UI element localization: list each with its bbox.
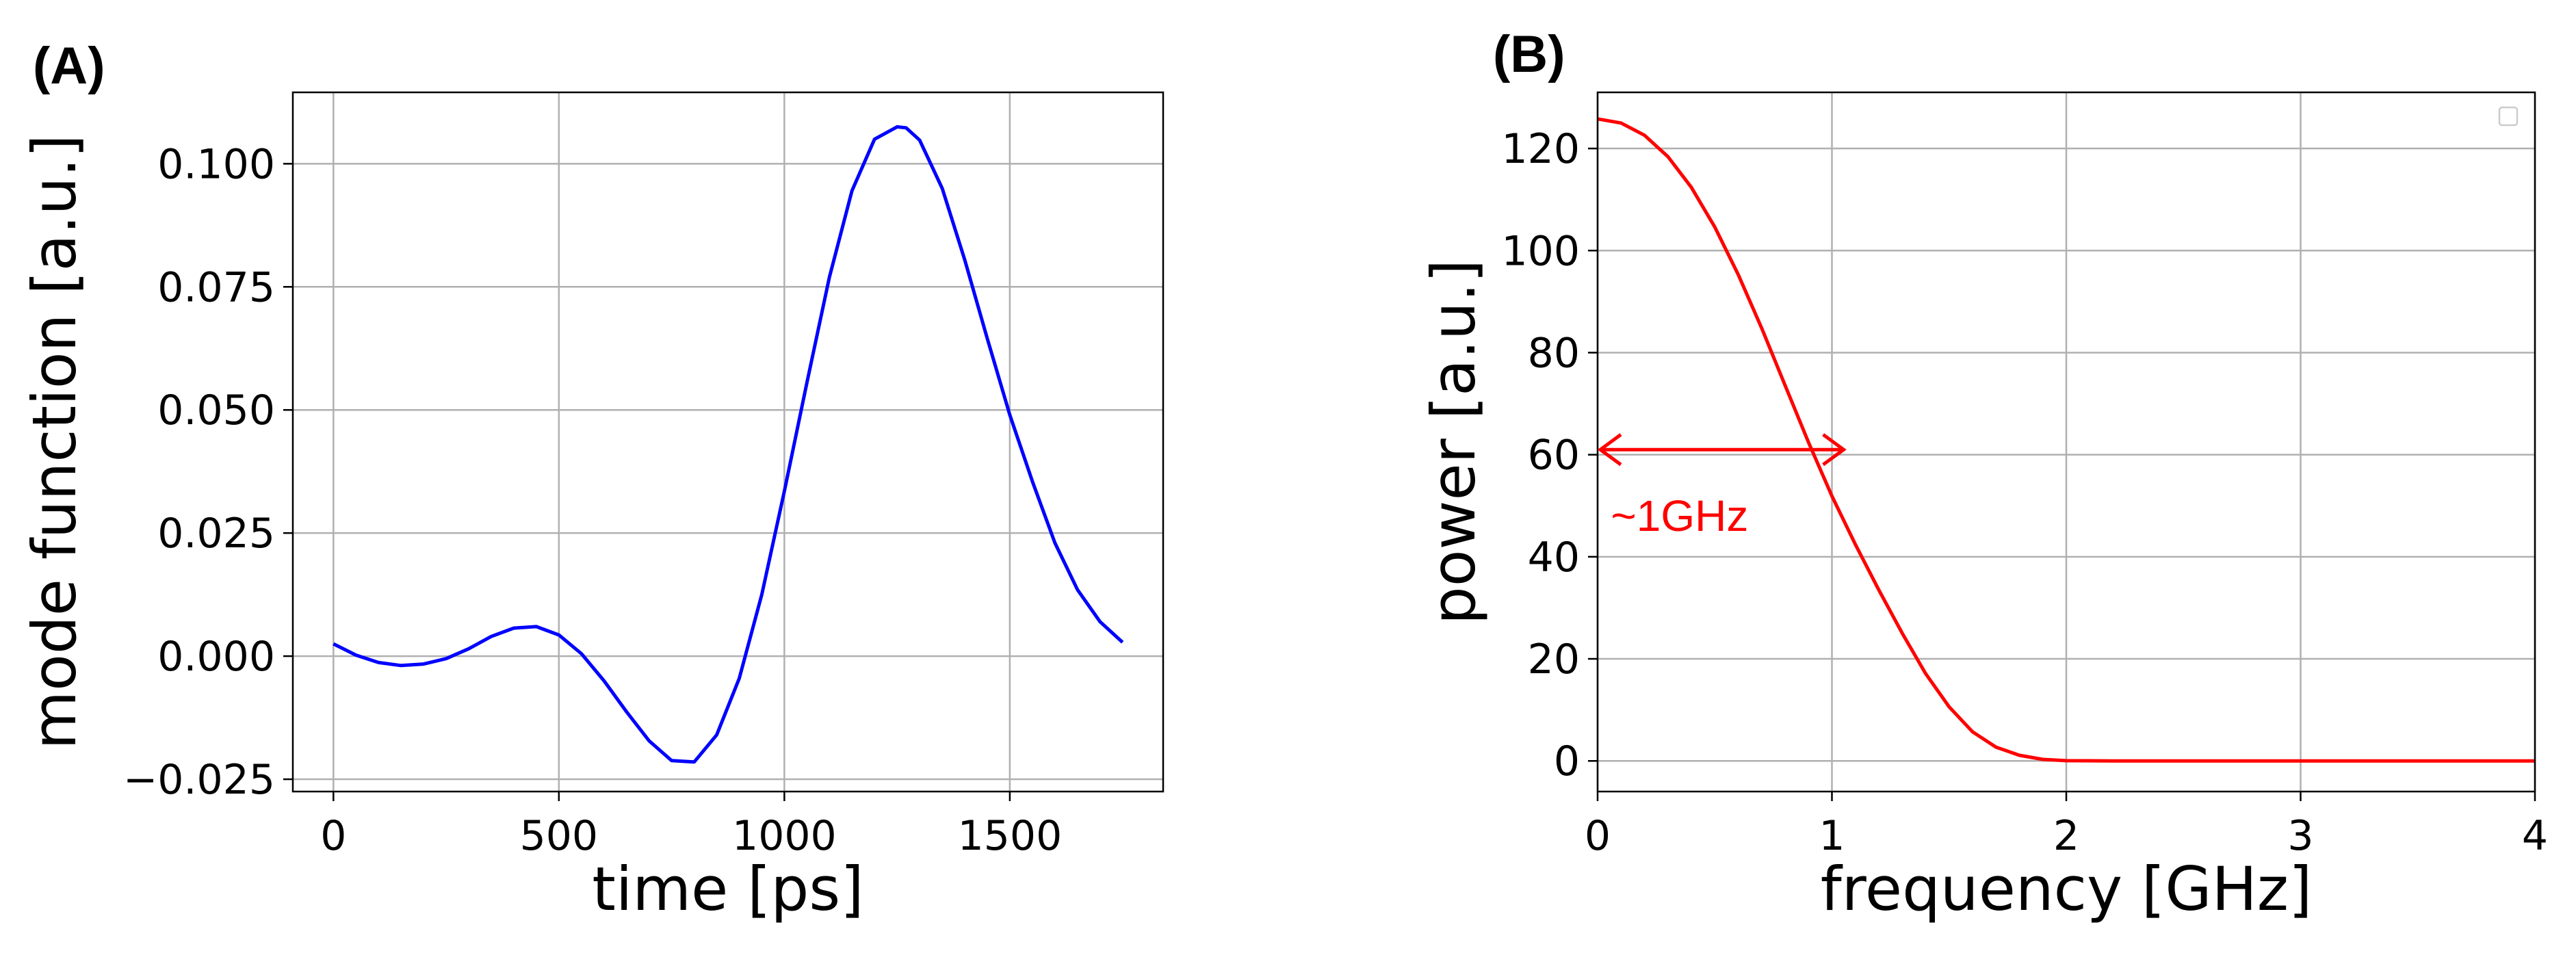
y-tick-label: 0.000 [157, 633, 275, 681]
y-tick-label: 20 [1528, 636, 1580, 683]
annotation-arrow-head-right [1822, 433, 1847, 467]
y-axis-label: power [a.u.] [1418, 259, 1489, 625]
y-tick-label: 0.050 [157, 387, 275, 434]
x-tick-label: 1000 [732, 812, 837, 860]
x-tick-label: 3 [2287, 812, 2313, 860]
annotation-text: ~1GHz [1611, 491, 1748, 540]
x-tick-label: 1 [1819, 812, 1845, 860]
x-axis-label: time [ps] [592, 854, 863, 924]
x-tick-label: 1500 [958, 812, 1063, 860]
series-line [333, 125, 1124, 764]
annotation-arrow-head-left [1597, 433, 1622, 467]
y-tick-label: 40 [1528, 534, 1580, 582]
panel-letter: (A) [33, 37, 105, 95]
series-line [1597, 117, 2535, 763]
panel-letter: (B) [1493, 25, 1565, 83]
y-tick-label: 0.100 [157, 140, 275, 188]
x-tick-label: 2 [2053, 812, 2079, 860]
axes-frame [291, 91, 1165, 793]
y-tick-label: −0.025 [123, 756, 275, 804]
y-tick-label: 100 [1501, 227, 1580, 275]
panel-a: 0 500 1000 1500 −0.025 0.000 0.025 0.050 0.075 0.… [19, 37, 1165, 924]
y-tick-label: 0 [1554, 737, 1580, 785]
y-tick-label: 80 [1528, 329, 1580, 377]
x-tick-label: 4 [2522, 812, 2548, 860]
y-tick-label: 60 [1528, 432, 1580, 480]
x-tick-label: 0 [320, 812, 346, 860]
y-tick-label: 0.075 [157, 263, 275, 311]
x-tick-label: 0 [1585, 812, 1611, 860]
y-axis-label: mode function [a.u.] [19, 134, 90, 749]
x-axis-label: frequency [GHz] [1821, 854, 2313, 924]
x-tick-label: 500 [520, 812, 599, 860]
legend-box [2498, 106, 2519, 127]
y-tick-label: 120 [1501, 125, 1580, 173]
y-tick-label: 0.025 [157, 510, 275, 558]
